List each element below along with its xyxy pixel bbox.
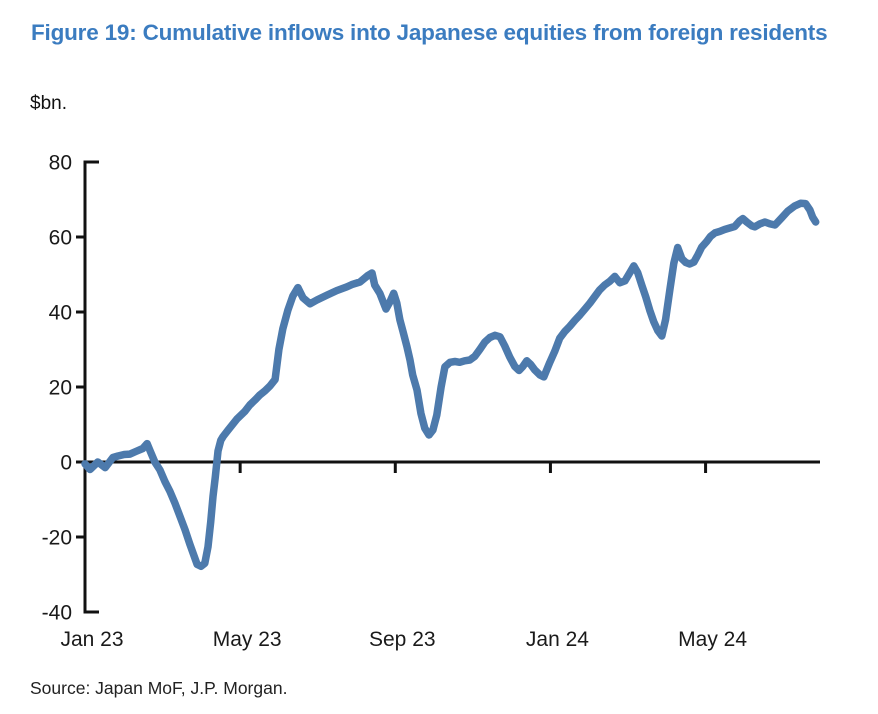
y-axis-unit-label: $bn. [30, 93, 67, 114]
y-tick-label: -20 [42, 527, 72, 550]
y-tick-label: 0 [60, 452, 72, 475]
figure-title: Figure 19: Cumulative inflows into Japan… [31, 20, 828, 45]
x-tick-label: May 24 [678, 628, 747, 651]
y-tick-label: 20 [49, 377, 72, 400]
y-tick-label: 40 [49, 302, 72, 325]
source-note: Source: Japan MoF, J.P. Morgan. [30, 678, 288, 698]
x-tick-label: Sep 23 [369, 628, 436, 651]
y-axis-line [83, 160, 99, 614]
y-tick-label: 60 [49, 227, 72, 250]
y-tick-label: -40 [42, 602, 72, 625]
x-tick-label: Jan 23 [60, 628, 123, 651]
x-tick-label: Jan 24 [526, 628, 589, 651]
y-tick-label: 80 [49, 152, 72, 175]
x-tick-label: May 23 [213, 628, 282, 651]
series-line-foreign-inflows [81, 199, 820, 571]
